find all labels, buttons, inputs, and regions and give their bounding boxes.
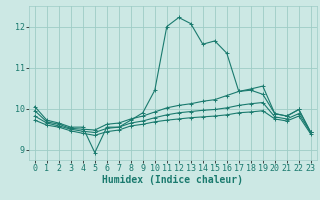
X-axis label: Humidex (Indice chaleur): Humidex (Indice chaleur) xyxy=(102,175,243,185)
